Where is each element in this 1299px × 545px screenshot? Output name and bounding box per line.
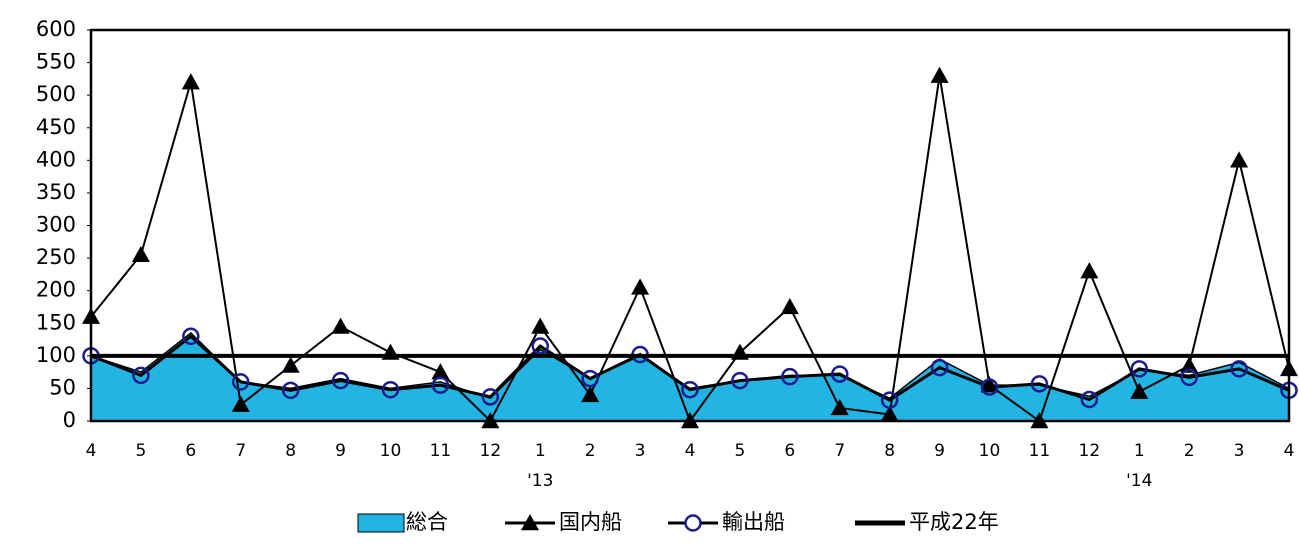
marker — [980, 378, 999, 396]
marker — [831, 365, 849, 383]
marker — [1080, 390, 1099, 409]
marker — [581, 369, 599, 388]
legend-swatch — [357, 513, 405, 533]
x-year-label: '13 — [527, 471, 553, 491]
marker — [1130, 360, 1148, 378]
y-tick-label: 500 — [36, 82, 76, 106]
x-tick-label: 5 — [136, 441, 147, 461]
y-tick-label: 250 — [36, 245, 76, 269]
marker — [281, 356, 300, 373]
legend-label: 総合 — [406, 510, 448, 534]
legend-label: 輸出船 — [722, 510, 785, 534]
y-tick-label: 300 — [36, 213, 76, 237]
marker — [880, 391, 899, 409]
x-tick-label: 9 — [335, 441, 346, 461]
x-year-label: '14 — [1126, 471, 1152, 491]
marker — [331, 371, 350, 390]
marker — [1080, 262, 1099, 279]
marker — [681, 380, 699, 399]
y-tick-label: 200 — [36, 278, 76, 302]
legend-item: 輸出船 — [668, 510, 785, 534]
marker — [1180, 368, 1198, 387]
x-tick-label: 10 — [979, 441, 1001, 461]
line — [90, 334, 1290, 402]
marker — [880, 405, 899, 422]
y-tick-label: 450 — [36, 115, 76, 139]
x-tick-label: 1 — [535, 441, 546, 461]
y-tick-label: 400 — [36, 147, 76, 171]
line — [90, 75, 1290, 424]
x-tick-label: 3 — [635, 441, 646, 461]
marker — [781, 367, 799, 386]
legend-marker — [684, 514, 702, 532]
marker — [1130, 382, 1149, 399]
legend-item: 総合 — [357, 510, 448, 534]
x-tick-label: 11 — [430, 441, 452, 461]
marker — [1030, 375, 1049, 393]
x-tick-label: 9 — [934, 441, 945, 461]
x-tick-label: 6 — [185, 441, 196, 461]
y-tick-label: 50 — [49, 375, 76, 399]
x-tick-label: 4 — [1284, 441, 1295, 461]
x-tick-label: 5 — [735, 441, 746, 461]
marker — [481, 388, 500, 406]
marker — [830, 398, 849, 416]
x-tick-label: 4 — [685, 441, 696, 461]
marker — [531, 337, 549, 355]
legend-label: 平成22年 — [909, 510, 999, 534]
marker — [181, 73, 200, 90]
marker — [182, 327, 200, 346]
marker — [531, 317, 550, 334]
legend-item: 平成22年 — [855, 510, 999, 534]
marker — [232, 373, 250, 391]
marker — [431, 376, 450, 394]
y-tick-label: 350 — [36, 180, 76, 204]
x-tick-label: 1 — [1134, 441, 1145, 461]
marker — [331, 317, 350, 334]
marker — [780, 297, 799, 315]
legend-label: 国内船 — [559, 510, 622, 534]
marker — [281, 381, 300, 400]
x-tick-label: 4 — [86, 441, 97, 461]
marker — [1230, 151, 1249, 168]
x-tick-label: 3 — [1234, 441, 1245, 461]
x-tick-label: 7 — [834, 441, 845, 461]
x-tick-label: 11 — [1029, 441, 1051, 461]
plot-frame — [89, 28, 1291, 423]
x-tick-label: 8 — [285, 441, 296, 461]
marker — [581, 385, 600, 403]
y-tick-label: 600 — [36, 17, 76, 41]
marker — [231, 395, 250, 412]
x-tick-label: 2 — [1184, 441, 1195, 461]
x-tick-label: 12 — [480, 441, 502, 461]
y-tick-label: 150 — [36, 310, 76, 334]
y-tick-label: 550 — [36, 50, 76, 74]
x-tick-label: 6 — [784, 441, 795, 461]
marker — [131, 245, 150, 263]
marker — [631, 278, 650, 295]
legend-item: 国内船 — [505, 510, 622, 534]
y-tick-label: 100 — [36, 343, 76, 367]
x-tick-label: 7 — [235, 441, 246, 461]
marker — [731, 371, 749, 390]
marker — [930, 66, 949, 83]
marker — [1230, 360, 1248, 378]
marker — [431, 363, 450, 380]
x-tick-label: 12 — [1079, 441, 1101, 461]
area — [90, 332, 1290, 422]
y-tick-label: 0 — [63, 408, 76, 432]
x-tick-label: 2 — [585, 441, 596, 461]
marker — [132, 366, 150, 385]
x-tick-label: 10 — [380, 441, 402, 461]
marker — [1180, 356, 1199, 373]
legend-marker — [521, 514, 539, 531]
marker — [930, 358, 949, 377]
marker — [381, 380, 400, 399]
x-tick-label: 8 — [884, 441, 895, 461]
